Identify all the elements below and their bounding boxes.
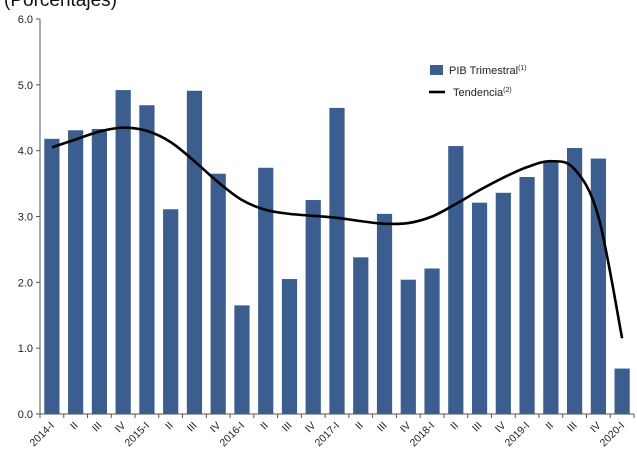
x-tick-label: IV bbox=[493, 420, 509, 436]
bar bbox=[448, 146, 464, 414]
x-tick-label: II bbox=[258, 420, 271, 433]
bar bbox=[543, 161, 559, 414]
bar bbox=[305, 200, 321, 414]
trend-line bbox=[51, 126, 624, 339]
x-tick-label: 2016-I bbox=[218, 420, 248, 450]
y-tick-label: 6.0 bbox=[18, 14, 33, 26]
x-tick-label: II bbox=[68, 420, 81, 433]
bar bbox=[567, 148, 583, 414]
y-tick-label: 1.0 bbox=[18, 343, 33, 355]
legend-bar-name: PIB Trimestral bbox=[449, 65, 518, 77]
x-tick-label: IV bbox=[113, 420, 129, 436]
x-tick-label: 2018-I bbox=[408, 420, 438, 450]
bar bbox=[424, 268, 440, 414]
chart-subtitle: (Porcentajes) bbox=[4, 0, 117, 11]
x-tick-label: II bbox=[543, 420, 556, 433]
legend-line-label: Tendencia(2) bbox=[453, 87, 512, 99]
legend-line-sup: (2) bbox=[503, 87, 512, 94]
legend-bar-label: PIB Trimestral(1) bbox=[449, 65, 527, 77]
x-tick-label: II bbox=[448, 420, 461, 433]
bar bbox=[281, 279, 298, 414]
bar bbox=[614, 368, 630, 414]
bar bbox=[186, 90, 203, 414]
x-tick-label: III bbox=[565, 420, 580, 435]
y-tick-label: 5.0 bbox=[18, 80, 33, 92]
x-tick-label: 2014-I bbox=[27, 420, 57, 450]
x-tick-label: 2015-I bbox=[122, 420, 152, 450]
x-tick-label: II bbox=[353, 420, 366, 433]
bar bbox=[590, 158, 606, 414]
bar bbox=[210, 173, 226, 414]
x-tick-label: III bbox=[90, 420, 105, 435]
x-tick-label: 2019-I bbox=[503, 420, 533, 450]
legend-bar-swatch bbox=[430, 65, 443, 75]
x-tick-label: III bbox=[280, 420, 295, 435]
bar bbox=[329, 107, 345, 415]
x-tick-label: 2017-I bbox=[313, 420, 343, 450]
bar bbox=[91, 128, 108, 414]
bar bbox=[115, 90, 131, 414]
legend-bar-sup: (1) bbox=[518, 65, 527, 72]
bar bbox=[353, 257, 369, 414]
x-tick-label: III bbox=[470, 420, 485, 435]
bar bbox=[68, 130, 84, 414]
legend: PIB Trimestral(1) Tendencia(2) bbox=[429, 65, 527, 99]
bar bbox=[471, 202, 488, 414]
bar bbox=[234, 305, 250, 415]
bar bbox=[258, 167, 274, 414]
y-tick-label: 2.0 bbox=[18, 277, 33, 289]
bar bbox=[495, 192, 511, 414]
bar bbox=[400, 279, 416, 414]
x-tick-label: IV bbox=[588, 420, 604, 436]
y-tick-label: 0.0 bbox=[18, 409, 33, 421]
x-tick-label: III bbox=[185, 420, 200, 435]
x-tick-label: IV bbox=[398, 420, 414, 436]
x-tick-label: III bbox=[375, 420, 390, 435]
y-tick-label: 3.0 bbox=[18, 212, 33, 224]
bar bbox=[163, 209, 179, 414]
x-tick-label: IV bbox=[208, 420, 224, 436]
y-tick-label: 4.0 bbox=[18, 146, 33, 158]
bar-series bbox=[44, 90, 630, 415]
x-tick-label: II bbox=[163, 420, 176, 433]
bar bbox=[139, 105, 155, 415]
y-axis-ticks: 0.0 1.0 2.0 3.0 4.0 5.0 6.0 bbox=[18, 14, 40, 421]
bar bbox=[44, 138, 60, 414]
legend-line-name: Tendencia bbox=[453, 87, 504, 99]
plot-area: 0.01.02.03.04.05.06.0 2014-I II III IV2015-… bbox=[18, 14, 635, 450]
x-tick-label: 2020-I bbox=[598, 420, 628, 450]
bar bbox=[519, 177, 535, 414]
bar bbox=[376, 213, 393, 414]
x-tick-label: IV bbox=[303, 420, 319, 436]
